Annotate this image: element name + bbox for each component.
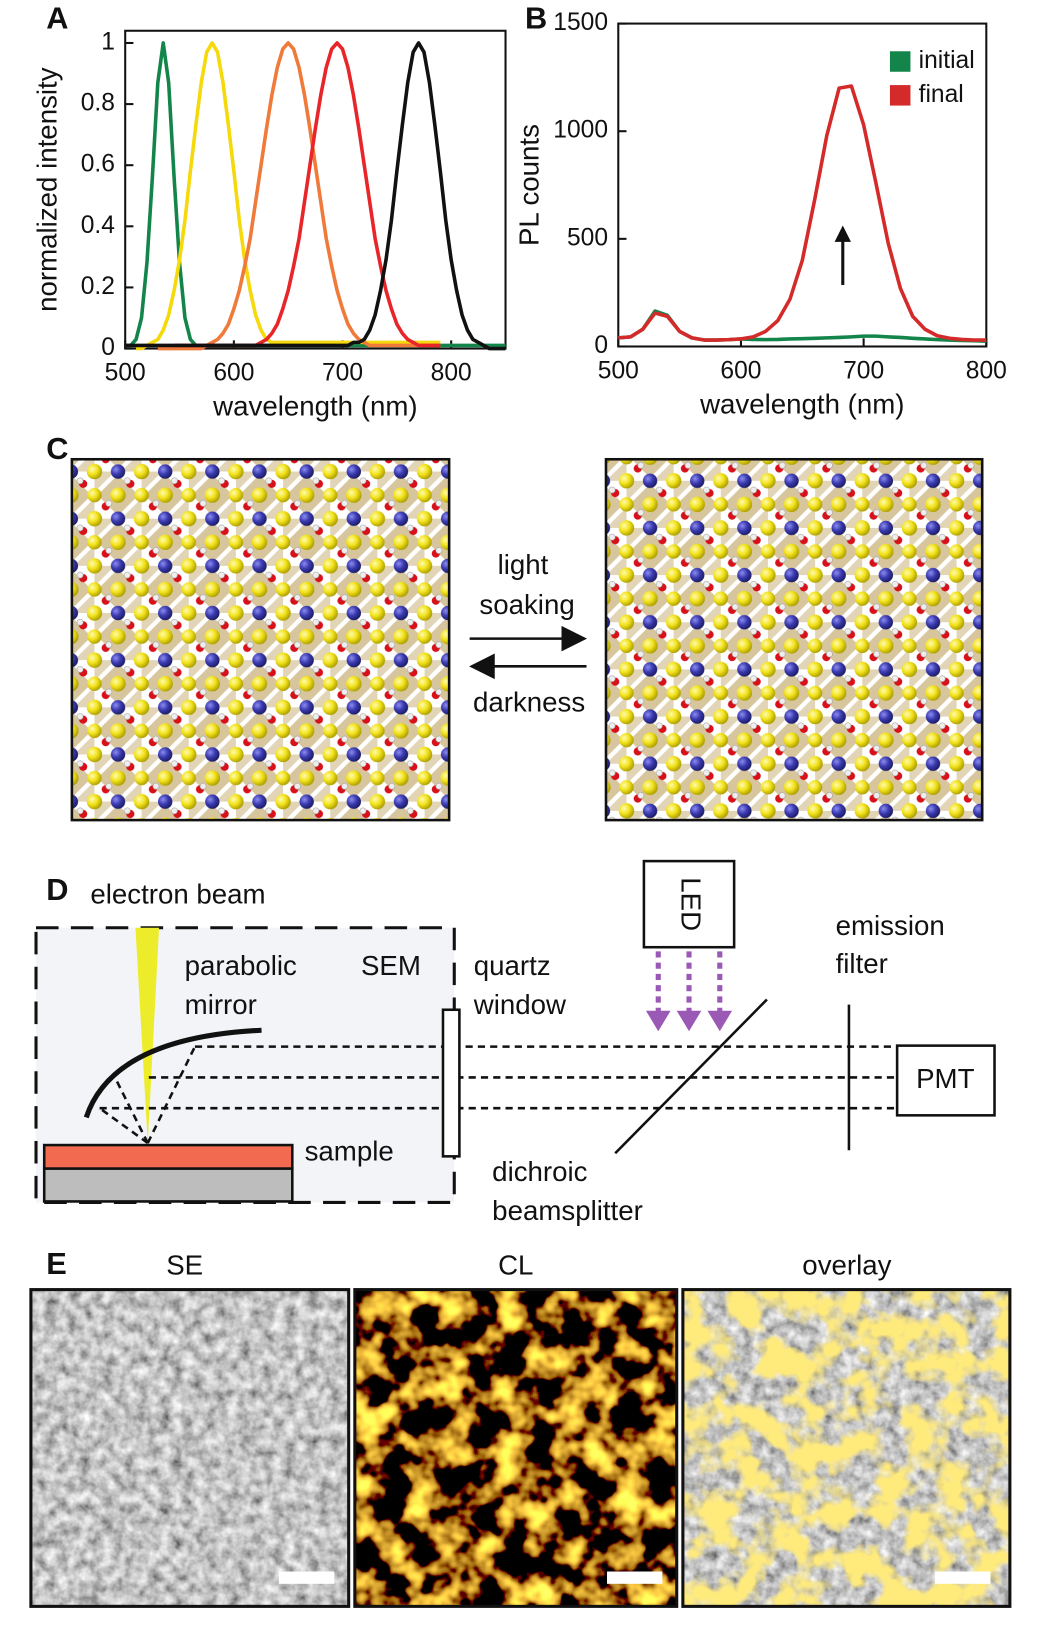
y-tick-label: 1000 [553,117,608,144]
x-tick-label: 700 [322,360,363,387]
panel-label: E [46,1246,67,1281]
series-line [125,41,506,348]
y-tick-label: 500 [567,224,608,251]
label: filter [836,948,888,979]
label: parabolic [185,950,297,981]
plot-frame [617,22,988,348]
y-axis-title: PL counts [513,124,544,246]
y-tick-label: 0.4 [81,212,115,239]
led-light [655,951,723,1013]
label: window [473,989,567,1020]
label: mirror [185,989,257,1020]
label: emission [836,910,945,941]
label: electron beam [90,878,265,909]
substrate [42,1167,294,1203]
series-line [174,41,441,348]
label: PMT [916,1063,974,1094]
image-title: overlay [802,1249,891,1280]
panel-label: C [46,431,68,466]
beamsplitter [614,998,768,1155]
label: LED [676,877,707,931]
structure-image [70,457,451,822]
series-line [125,41,506,351]
legend-label: final [919,81,964,108]
led-box [642,859,736,949]
x-tick-label: 800 [431,360,472,387]
y-axis-title: normalized intensity [32,67,63,312]
overlay-cl [682,1289,1010,1607]
y-tick-label: 0 [594,332,608,359]
scale-bars [278,1571,991,1584]
y-tick-label: 0.6 [81,151,115,178]
sample-layer [42,1143,294,1170]
panel-label: A [46,1,68,36]
legend-swatch [889,51,911,72]
quartz-window [441,1008,461,1158]
y-tick-label: 0.2 [81,273,115,300]
cl-image [354,1289,677,1607]
series-line [136,41,441,351]
y-tick-label: 0 [101,334,115,361]
process-label: darkness [473,687,585,718]
x-tick-label: 800 [966,358,1007,385]
plot-frame [124,29,507,350]
y-tick-label: 1500 [553,9,608,36]
x-tick-label: 500 [105,360,146,387]
legend-swatch [889,85,911,106]
y-tick-label: 0.8 [81,90,115,117]
legend-label: initial [919,47,975,74]
label: SEM [361,950,421,981]
electron-beam [135,927,160,1144]
se-image [30,1289,349,1607]
x-axis-title: wavelength (nm) [699,388,904,419]
series-line [618,84,987,342]
x-tick-label: 700 [843,358,884,385]
label: sample [305,1136,394,1167]
mirror [83,1027,262,1119]
x-tick-label: 600 [720,358,761,385]
process-label: light [498,549,549,580]
label: quartz [474,950,551,981]
image-title: SE [166,1249,203,1280]
led-arrowheads [645,1010,733,1032]
x-tick-label: 500 [598,358,639,385]
label: beamsplitter [492,1195,643,1226]
image-frames [29,1288,1012,1608]
structure-image [604,457,984,822]
x-axis-title: wavelength (nm) [212,390,417,421]
pmt-box [895,1044,996,1117]
label: dichroic [492,1156,587,1187]
image-title: CL [498,1249,533,1280]
y-tick-label: 1 [101,28,115,55]
arrow-head [834,225,851,242]
panel-label: B [525,1,547,36]
light-paths [98,1045,898,1145]
process-label: soaking [479,589,574,620]
panel-label: D [46,872,68,907]
x-tick-label: 600 [213,360,254,387]
